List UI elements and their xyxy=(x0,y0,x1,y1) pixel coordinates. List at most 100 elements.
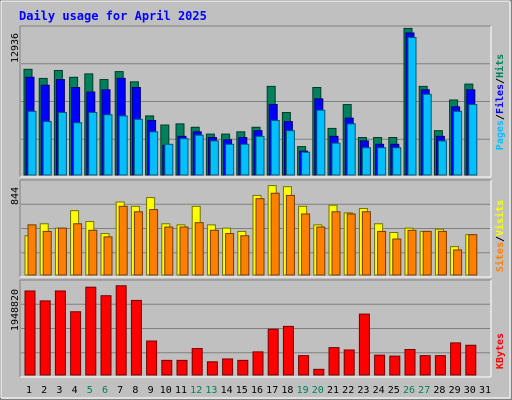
bar-pages-day-12 xyxy=(194,134,204,176)
bar-kbytes-day-8 xyxy=(130,299,142,376)
legend-files: Files xyxy=(494,84,506,114)
legend-visits: Visits xyxy=(494,200,506,236)
legend-sites: Sites xyxy=(494,242,506,272)
bar-kbytes-day-18 xyxy=(282,325,294,376)
bar-sites-day-28 xyxy=(437,230,447,276)
bar-pages-day-25 xyxy=(392,147,402,176)
x-label-day-19: 19 xyxy=(297,385,309,396)
bar-kbytes-day-26 xyxy=(404,349,416,376)
bar-sites-day-25 xyxy=(392,238,402,276)
bar-pages-day-11 xyxy=(179,138,189,176)
legend-slash: / xyxy=(495,78,506,84)
bar-sites-day-6 xyxy=(103,236,113,276)
bar-sites-day-9 xyxy=(149,209,159,276)
x-label-day-23: 23 xyxy=(357,385,369,396)
ymax-label-visits-sites: 844 xyxy=(10,187,21,205)
ymax-label-kbytes: 1948820 xyxy=(10,289,21,331)
bar-kbytes-day-10 xyxy=(161,359,173,376)
x-label-day-6: 6 xyxy=(102,385,108,396)
bar-sites-day-16 xyxy=(255,198,265,276)
bar-kbytes-day-1 xyxy=(24,290,36,376)
bar-kbytes-day-23 xyxy=(358,313,370,376)
bar-sites-day-14 xyxy=(225,233,235,276)
x-label-day-3: 3 xyxy=(56,385,62,396)
bar-kbytes-day-12 xyxy=(191,348,203,376)
bar-kbytes-day-13 xyxy=(206,361,218,376)
bar-sites-day-23 xyxy=(361,211,371,276)
bar-kbytes-day-6 xyxy=(100,295,112,376)
bar-kbytes-day-11 xyxy=(176,359,188,376)
x-label-day-7: 7 xyxy=(117,385,123,396)
x-label-day-31: 31 xyxy=(479,385,491,396)
bar-pages-day-4 xyxy=(73,122,83,176)
panel-kbytes xyxy=(19,279,492,378)
panel-visits-sites xyxy=(19,179,492,278)
bar-kbytes-day-20 xyxy=(313,368,325,376)
bar-pages-day-1 xyxy=(27,110,37,176)
bar-kbytes-day-30 xyxy=(465,344,477,376)
ymax-label-hits-files-pages: 12936 xyxy=(10,33,21,63)
x-label-day-11: 11 xyxy=(175,385,187,396)
bar-kbytes-day-9 xyxy=(146,340,158,376)
x-label-day-9: 9 xyxy=(148,385,154,396)
legend-slash: / xyxy=(495,236,506,242)
bar-sites-day-10 xyxy=(164,226,174,276)
bars-visits-sites xyxy=(24,185,478,276)
x-label-day-27: 27 xyxy=(418,385,430,396)
bar-pages-day-23 xyxy=(361,147,371,176)
bar-sites-day-2 xyxy=(42,230,52,276)
bar-pages-day-21 xyxy=(331,142,341,176)
legend-visits-sites: Sites/Visits xyxy=(494,200,506,272)
bar-kbytes-day-25 xyxy=(389,355,401,376)
x-label-day-17: 17 xyxy=(266,385,278,396)
bar-sites-day-27 xyxy=(422,230,432,276)
x-label-day-30: 30 xyxy=(464,385,476,396)
x-label-day-14: 14 xyxy=(221,385,233,396)
bar-sites-day-29 xyxy=(453,249,463,276)
legend-kbytes: KBytes xyxy=(495,333,506,369)
bar-kbytes-day-22 xyxy=(343,349,355,376)
bar-pages-day-13 xyxy=(209,140,219,176)
bar-sites-day-19 xyxy=(301,213,311,276)
bar-kbytes-day-15 xyxy=(237,359,249,376)
bar-sites-day-1 xyxy=(27,224,37,276)
x-label-day-4: 4 xyxy=(72,385,78,396)
bar-pages-day-27 xyxy=(422,93,432,176)
bar-pages-day-24 xyxy=(377,147,387,176)
bar-pages-day-5 xyxy=(88,112,98,176)
bar-sites-day-30 xyxy=(468,234,478,276)
x-label-day-25: 25 xyxy=(388,385,400,396)
x-label-day-15: 15 xyxy=(236,385,248,396)
bar-sites-day-3 xyxy=(57,227,67,276)
bar-pages-day-20 xyxy=(316,109,326,176)
bar-pages-day-9 xyxy=(149,131,159,176)
legend-pages: Pages xyxy=(495,120,506,150)
bar-pages-day-28 xyxy=(437,140,447,176)
bar-pages-day-15 xyxy=(240,143,250,176)
bar-kbytes-day-5 xyxy=(85,286,97,376)
x-label-day-1: 1 xyxy=(26,385,32,396)
bar-sites-day-26 xyxy=(407,229,417,276)
bar-sites-day-22 xyxy=(346,213,356,276)
bar-sites-day-11 xyxy=(179,226,189,276)
bar-pages-day-19 xyxy=(301,151,311,176)
bars-hits-files-pages xyxy=(23,27,478,176)
x-axis-day-labels: 1 2 3 4 5 6 7 8 9 10 11 12 13 14 15 16 17 18 19 20 21 22 23 24 2… xyxy=(26,385,491,396)
bar-pages-day-7 xyxy=(118,115,128,176)
bar-pages-day-22 xyxy=(346,123,356,176)
bar-kbytes-day-7 xyxy=(115,285,127,376)
legend-slash: / xyxy=(495,114,506,120)
bar-pages-day-6 xyxy=(103,114,113,176)
x-label-day-16: 16 xyxy=(251,385,263,396)
bar-sites-day-4 xyxy=(73,223,83,276)
bar-pages-day-29 xyxy=(453,110,463,176)
bar-pages-day-2 xyxy=(42,121,52,176)
bar-kbytes-day-4 xyxy=(70,311,82,376)
x-label-day-21: 21 xyxy=(327,385,339,396)
bar-kbytes-day-3 xyxy=(54,290,66,376)
bar-sites-day-24 xyxy=(377,230,387,276)
bar-sites-day-7 xyxy=(118,205,128,276)
bar-pages-day-10 xyxy=(164,143,174,176)
bar-pages-day-30 xyxy=(468,104,478,176)
